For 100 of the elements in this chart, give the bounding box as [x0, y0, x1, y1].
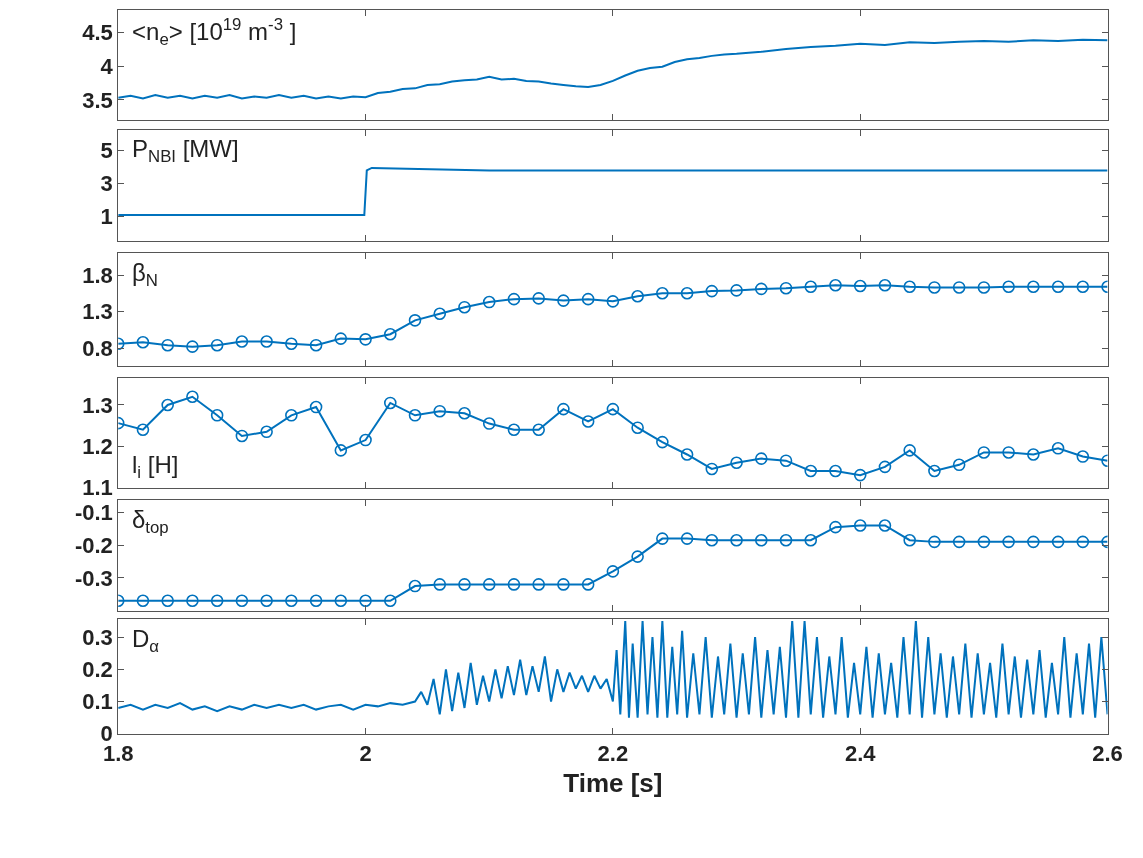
- point: [656, 287, 669, 300]
- y-tick-label: -0.3: [74, 565, 113, 591]
- point: [408, 579, 422, 593]
- annotation: δ$_{top}$: [132, 506, 169, 538]
- point: [161, 594, 174, 608]
- point: [754, 282, 768, 296]
- y-tick-label: -0.2: [74, 532, 113, 558]
- point: [235, 335, 249, 348]
- point: [779, 281, 793, 295]
- point: [754, 452, 768, 465]
- point: [1027, 448, 1040, 461]
- y-tick-label: 0: [100, 721, 113, 747]
- x-tick-label: 2.6: [1092, 741, 1123, 767]
- line-series: [118, 620, 1108, 719]
- point: [853, 468, 867, 482]
- point: [210, 338, 224, 352]
- point: [260, 594, 273, 608]
- point: [853, 279, 867, 293]
- y-tick-label: 0.3: [82, 624, 113, 650]
- point: [705, 533, 719, 547]
- point: [977, 535, 991, 549]
- point: [928, 281, 941, 294]
- point: [359, 433, 372, 447]
- point: [1002, 280, 1015, 294]
- point: [532, 423, 545, 437]
- point: [804, 533, 818, 547]
- point: [210, 594, 224, 608]
- point: [334, 594, 348, 608]
- point: [210, 409, 224, 422]
- point: [730, 533, 743, 547]
- point: [285, 594, 298, 608]
- point: [458, 406, 471, 420]
- point: [557, 578, 570, 591]
- point: [383, 327, 397, 341]
- point: [433, 307, 447, 321]
- point: [433, 578, 447, 591]
- annotation: <n$_{e}$> [10$^{19}$ m$^{-3}$ ]: [132, 15, 297, 50]
- annotation: β$_{N}$: [132, 259, 158, 291]
- point: [359, 594, 372, 608]
- point: [1002, 535, 1015, 549]
- point: [903, 444, 916, 457]
- point: [581, 578, 595, 591]
- point: [631, 289, 644, 303]
- point: [557, 402, 570, 416]
- point: [952, 535, 966, 549]
- point: [260, 335, 273, 348]
- y-tick-label: -0.1: [74, 500, 113, 526]
- point: [507, 292, 521, 306]
- point: [433, 404, 447, 418]
- point: [680, 287, 694, 300]
- point: [1076, 280, 1090, 294]
- point: [186, 594, 199, 608]
- point: [952, 281, 966, 294]
- point: [408, 314, 422, 327]
- point: [656, 435, 669, 449]
- x-tick-label: 2.2: [597, 741, 629, 767]
- point: [161, 398, 174, 412]
- point: [705, 284, 719, 298]
- point: [186, 390, 199, 404]
- point: [730, 456, 743, 470]
- point: [235, 594, 249, 608]
- annotation: D$_{α}$: [132, 625, 160, 657]
- point: [606, 295, 620, 308]
- x-tick-label: 2.4: [844, 741, 877, 767]
- point: [581, 415, 595, 428]
- point: [878, 519, 892, 532]
- point: [458, 300, 471, 314]
- point: [408, 409, 422, 422]
- point: [507, 423, 521, 437]
- y-tick-label: 1.1: [82, 475, 113, 501]
- point: [705, 462, 719, 476]
- point: [557, 294, 570, 307]
- point: [1027, 535, 1040, 549]
- point: [136, 594, 150, 608]
- y-tick-label: 3.5: [82, 87, 113, 113]
- y-tick-label: 4: [100, 53, 114, 79]
- y-tick-label: 0.1: [82, 689, 113, 715]
- point: [631, 550, 644, 563]
- point: [482, 295, 496, 309]
- point: [1002, 446, 1015, 459]
- point: [383, 594, 397, 608]
- point: [1076, 450, 1090, 463]
- point: [334, 332, 348, 345]
- point: [804, 464, 818, 478]
- point: [383, 396, 397, 410]
- point: [1051, 442, 1065, 455]
- y-tick-label: 1.8: [82, 262, 113, 288]
- point: [779, 533, 793, 547]
- point: [359, 333, 372, 346]
- point: [878, 278, 892, 292]
- point: [730, 284, 743, 297]
- point: [309, 400, 323, 414]
- y-tick-label: 1.3: [82, 299, 113, 325]
- point: [532, 578, 545, 591]
- point: [532, 292, 545, 305]
- y-tick-label: 4.5: [82, 19, 113, 45]
- point: [928, 535, 941, 549]
- point: [260, 425, 273, 439]
- point: [804, 280, 818, 294]
- point: [1051, 280, 1065, 294]
